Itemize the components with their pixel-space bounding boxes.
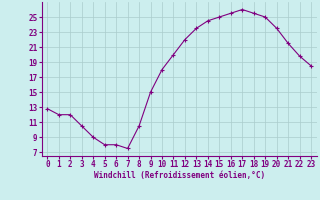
X-axis label: Windchill (Refroidissement éolien,°C): Windchill (Refroidissement éolien,°C) (94, 171, 265, 180)
